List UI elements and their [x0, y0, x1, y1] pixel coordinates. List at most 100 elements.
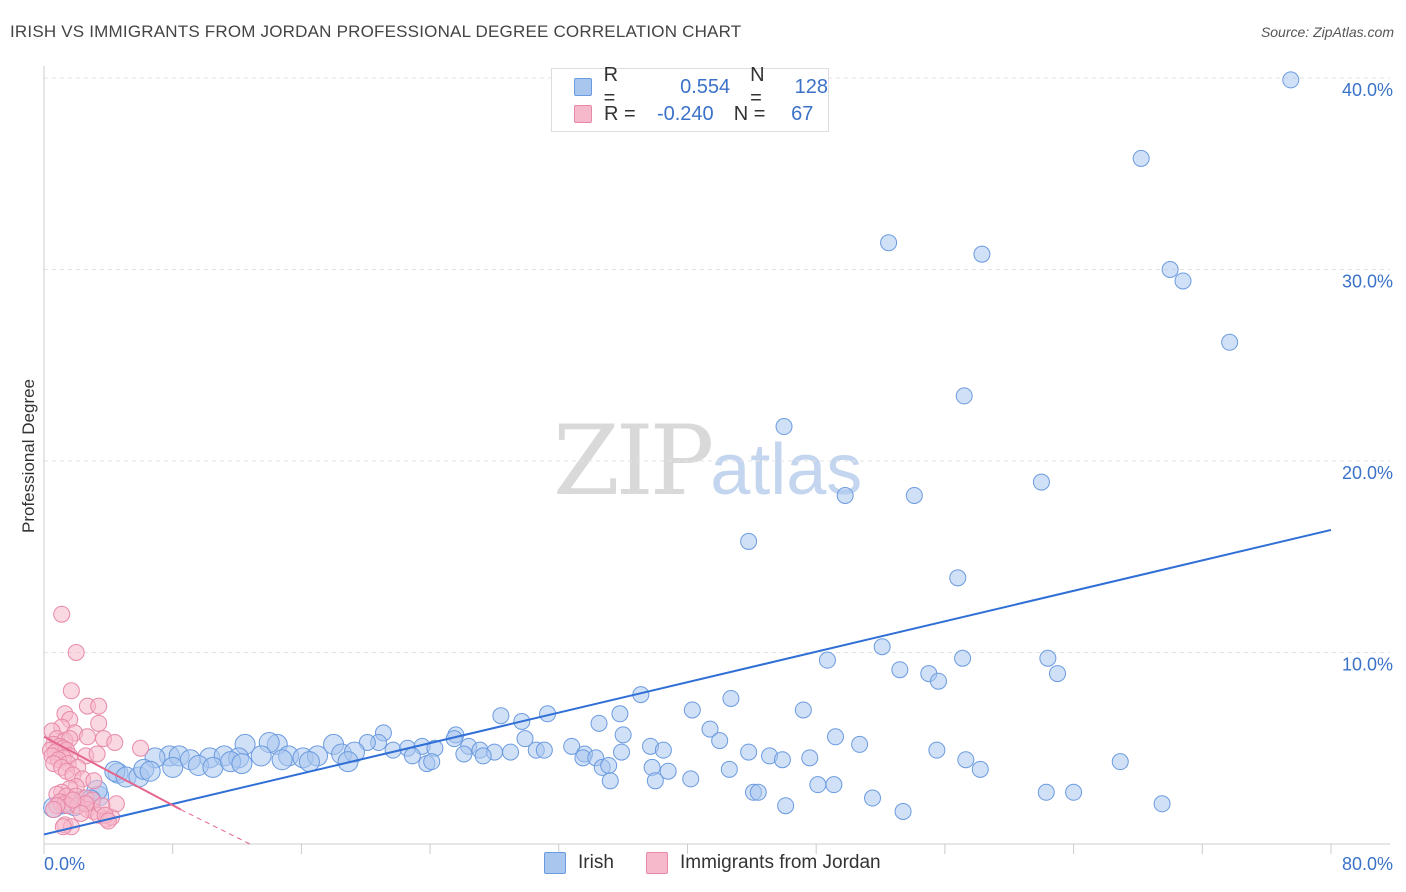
series-jordan — [41, 605, 150, 836]
irish-point — [827, 728, 845, 746]
irish-point — [1039, 649, 1057, 667]
legend-r-label: R = — [604, 102, 636, 125]
irish-point — [474, 747, 492, 765]
jordan-point — [132, 739, 150, 757]
y-tick-label: 10.0% — [1342, 655, 1393, 675]
irish-point — [851, 735, 869, 753]
axes — [43, 66, 1390, 854]
irish-point — [271, 749, 293, 771]
irish-point — [1049, 665, 1067, 683]
jordan-point — [54, 818, 72, 836]
irish-point — [682, 770, 700, 788]
irish-point — [250, 745, 272, 767]
irish-point — [455, 745, 473, 763]
jordan-point — [67, 644, 85, 661]
legend-swatch-jordan — [646, 852, 668, 874]
irish-point — [613, 743, 631, 761]
axis-labels: 10.0% 20.0% 30.0% 40.0% 0.0% 80.0% Professiona… — [19, 80, 1393, 874]
legend-n-value: 67 — [791, 102, 814, 125]
irish-point — [740, 743, 758, 761]
irish-point — [611, 705, 629, 723]
jordan-point — [78, 728, 96, 746]
legend-r-value: -0.240 — [656, 102, 714, 125]
x-tick-label-max: 80.0% — [1342, 854, 1393, 874]
irish-point — [590, 714, 608, 732]
jordan-point — [88, 745, 106, 763]
y-tick-label: 30.0% — [1342, 272, 1393, 292]
irish-point — [905, 486, 923, 504]
irish-point — [720, 760, 738, 778]
irish-point — [955, 387, 973, 405]
jordan-point — [106, 734, 124, 752]
irish-point — [298, 751, 320, 773]
legend-row-jordan: R = -0.240 N = 67 — [574, 101, 813, 127]
jordan-point — [85, 772, 103, 790]
trendline-irish — [43, 528, 1332, 836]
irish-point — [929, 672, 947, 690]
correlation-legend: R = 0.554 N = 128 R = -0.240 N = 67 — [551, 64, 829, 132]
irish-point — [928, 741, 946, 759]
irish-point — [601, 772, 619, 790]
legend-n-value: 128 — [794, 75, 828, 98]
irish-point — [139, 760, 161, 782]
irish-point — [654, 741, 672, 759]
legend-r-label: R = — [603, 64, 619, 109]
irish-point — [600, 756, 618, 774]
irish-point — [794, 701, 812, 719]
irish-point — [891, 661, 909, 679]
legend-swatch-irish — [574, 78, 592, 96]
irish-point — [614, 726, 632, 744]
irish-point — [1174, 272, 1192, 290]
watermark: ZIPatlas — [553, 405, 862, 517]
irish-point — [563, 737, 581, 755]
irish-point — [1282, 71, 1300, 89]
jordan-point — [90, 697, 108, 715]
legend-swatch-irish — [544, 852, 566, 874]
irish-point — [711, 732, 729, 750]
irish-point — [1111, 753, 1129, 771]
irish-point — [202, 756, 224, 778]
irish-point — [775, 418, 793, 436]
irish-point — [646, 772, 664, 790]
irish-point — [825, 776, 843, 794]
irish-point — [1065, 783, 1083, 801]
legend-label-irish: Irish — [578, 852, 614, 873]
chart-title: IRISH VS IMMIGRANTS FROM JORDAN PROFESSI… — [10, 22, 742, 41]
trendline-jordan — [43, 735, 182, 811]
irish-point — [1037, 783, 1055, 801]
irish-point — [749, 783, 767, 801]
irish-point — [403, 747, 421, 765]
legend-row-irish: R = 0.554 N = 128 — [574, 64, 828, 109]
irish-point — [809, 776, 827, 794]
series-legend: Irish Immigrants from Jordan — [0, 852, 1406, 876]
jordan-point — [53, 605, 71, 623]
irish-point — [1153, 795, 1171, 813]
irish-point — [818, 651, 836, 669]
legend-item-irish[interactable]: Irish — [544, 852, 614, 874]
y-tick-label: 40.0% — [1342, 80, 1393, 100]
irish-point — [773, 751, 791, 769]
source-label: Source: ZipAtlas.com — [1260, 24, 1394, 40]
irish-point — [162, 756, 184, 778]
irish-point — [873, 638, 891, 656]
irish-point — [1161, 261, 1179, 278]
jordan-point — [45, 801, 63, 819]
irish-point — [973, 245, 991, 263]
irish-point — [659, 762, 677, 780]
irish-point — [864, 789, 882, 807]
y-axis-label: Professional Degree — [19, 379, 38, 533]
jordan-point — [64, 791, 82, 809]
irish-point — [894, 802, 912, 820]
legend-r-value: 0.554 — [680, 75, 731, 98]
irish-point — [1221, 333, 1239, 351]
y-tick-label: 20.0% — [1342, 463, 1393, 483]
irish-point — [701, 720, 719, 738]
irish-point — [722, 689, 740, 707]
irish-point — [949, 569, 967, 587]
legend-item-jordan[interactable]: Immigrants from Jordan — [646, 852, 881, 874]
jordan-point — [72, 804, 90, 822]
legend-label-jordan: Immigrants from Jordan — [680, 852, 881, 873]
irish-point — [801, 749, 819, 767]
jordan-point — [62, 682, 80, 700]
